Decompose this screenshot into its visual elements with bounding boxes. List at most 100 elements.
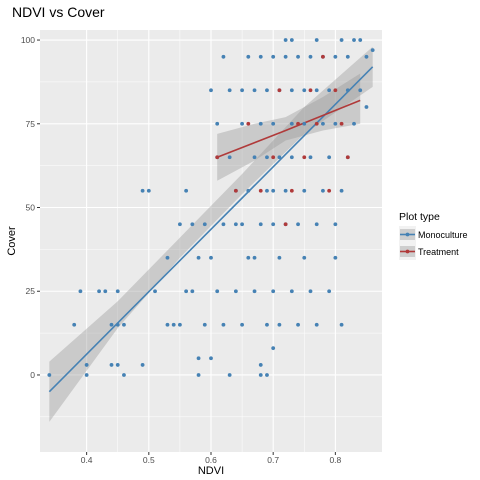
point-monoculture [240,88,244,93]
fit-lines [48,66,374,393]
point-monoculture [289,289,294,294]
point-monoculture [109,322,114,327]
point-treatment [339,121,344,126]
confidence-bands [49,46,373,422]
point-monoculture [97,289,101,294]
point-monoculture [327,155,332,160]
point-monoculture [302,255,307,260]
point-monoculture [314,38,319,42]
point-monoculture [240,222,244,227]
point-monoculture [327,289,332,294]
point-monoculture [146,188,151,193]
legend-key-point-monoculture [405,232,410,237]
point-monoculture [339,322,344,327]
point-treatment [327,188,332,193]
point-monoculture [165,322,170,327]
point-monoculture [165,255,170,260]
point-treatment [233,188,238,193]
point-monoculture [221,222,226,227]
point-monoculture [296,54,300,59]
point-monoculture [246,188,251,193]
fit-line-treatment [216,99,361,159]
point-monoculture [358,38,363,42]
point-monoculture [196,356,201,361]
point-monoculture [190,222,195,227]
x-tick-label: 0.5 [143,455,155,465]
point-monoculture [265,188,269,193]
point-monoculture [184,188,189,193]
point-monoculture [178,322,182,327]
x-axis-label: NDVI [198,465,224,477]
point-monoculture [227,373,232,377]
x-tick-label: 0.7 [267,455,279,465]
point-monoculture [140,188,145,193]
legend: Plot type Monoculture Treatment [399,211,468,260]
point-monoculture [115,289,120,294]
point-monoculture [321,121,325,126]
point-monoculture [345,54,350,59]
point-treatment [271,155,276,160]
point-monoculture [258,373,263,377]
point-monoculture [308,54,313,59]
point-treatment [289,188,294,193]
x-axis-ticks: 0.4 0.5 0.6 0.7 0.8 [81,452,342,465]
point-monoculture [283,38,288,42]
point-monoculture [296,322,300,327]
point-monoculture [215,289,220,294]
point-monoculture [252,155,257,160]
legend-label-treatment: Treatment [418,247,459,257]
legend-title: Plot type [399,211,440,223]
x-tick-label: 0.6 [205,455,217,465]
point-monoculture [252,88,257,93]
point-treatment [246,121,251,126]
point-monoculture [209,88,213,93]
point-monoculture [202,222,207,227]
x-tick-label: 0.4 [81,455,93,465]
y-tick-label: 50 [26,203,36,213]
point-monoculture [370,48,375,52]
point-monoculture [308,155,313,160]
y-tick-label: 75 [26,119,36,129]
point-monoculture [265,373,269,377]
point-monoculture [289,155,294,160]
point-monoculture [364,54,369,59]
point-treatment [321,54,325,59]
point-monoculture [196,255,201,260]
confidence-band-treatment [217,73,361,181]
point-monoculture [122,373,126,377]
point-treatment [345,155,350,160]
point-monoculture [352,121,356,126]
point-monoculture [178,222,182,227]
point-monoculture [227,88,232,93]
point-monoculture [258,121,263,126]
point-treatment [302,155,307,160]
point-monoculture [84,373,89,377]
x-tick-label: 0.8 [329,455,341,465]
point-monoculture [333,222,338,227]
point-monoculture [258,363,263,367]
point-monoculture [265,155,269,160]
point-monoculture [358,88,363,93]
point-monoculture [283,54,288,59]
point-treatment [333,88,338,93]
point-monoculture [215,121,220,126]
point-monoculture [184,289,189,294]
point-monoculture [240,121,244,126]
point-monoculture [115,322,120,327]
point-treatment [215,155,220,160]
point-monoculture [277,255,282,260]
point-monoculture [289,121,294,126]
point-monoculture [209,356,213,361]
point-treatment [296,121,300,126]
point-monoculture [196,373,201,377]
point-monoculture [115,363,120,367]
fit-line-monoculture [48,66,374,393]
point-monoculture [302,188,307,193]
point-monoculture [190,289,195,294]
point-monoculture [122,322,126,327]
point-monoculture [321,188,325,193]
point-monoculture [271,346,276,351]
point-treatment [277,88,282,93]
point-monoculture [345,88,350,93]
point-monoculture [246,54,251,59]
